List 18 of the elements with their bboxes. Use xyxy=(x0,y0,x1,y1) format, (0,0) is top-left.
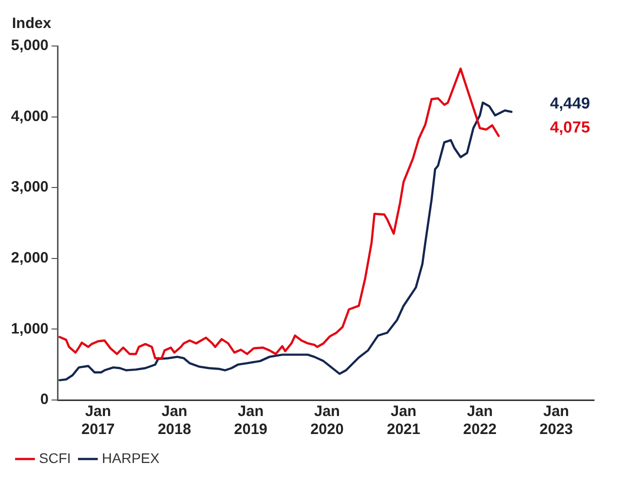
x-tick-label: Jan 2017 xyxy=(81,403,115,438)
x-tick-label: Jan 2023 xyxy=(539,403,573,438)
annotation: 4,449 xyxy=(550,95,590,112)
annotation: 4,075 xyxy=(550,119,590,136)
y-tick-label: 0 xyxy=(40,391,49,408)
x-tick-label: Jan 2019 xyxy=(234,403,268,438)
y-tick-label: 5,000 xyxy=(10,37,49,54)
x-tick-label: Jan 2022 xyxy=(463,403,497,438)
x-tick-label: Jan 2021 xyxy=(386,403,420,438)
y-tick-label: 4,000 xyxy=(10,108,49,125)
y-axis-title: Index xyxy=(12,15,52,32)
x-tick-label: Jan 2018 xyxy=(158,403,192,438)
y-tick-label: 2,000 xyxy=(10,250,49,267)
legend-label: SCFI xyxy=(39,450,71,466)
y-tick-label: 3,000 xyxy=(10,178,49,196)
y-tick-label: 1,000 xyxy=(10,320,49,338)
legend-label: HARPEX xyxy=(102,450,160,466)
x-tick-label: Jan 2020 xyxy=(310,403,344,438)
